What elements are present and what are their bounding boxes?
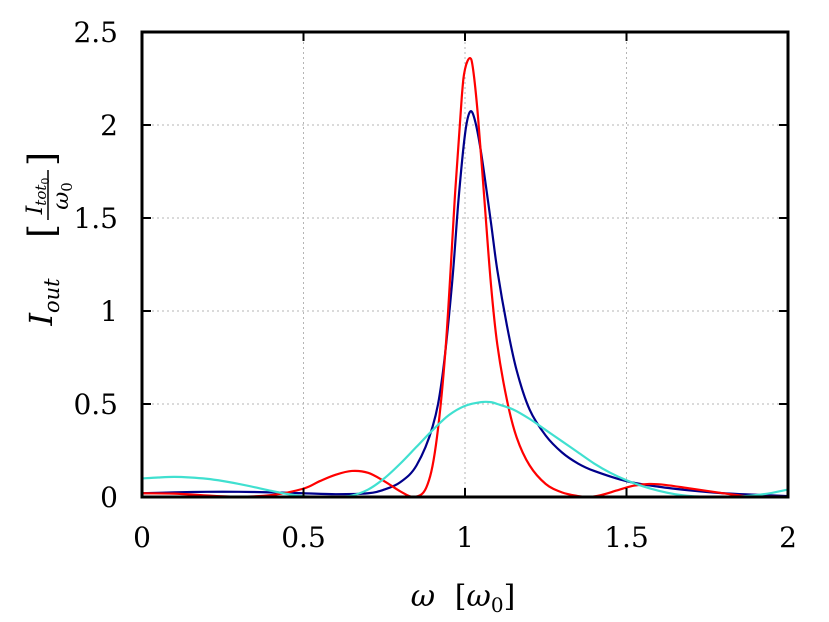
y-tick-label: 1.5 — [73, 202, 118, 235]
series-line-3 — [141, 400, 789, 499]
y-axis-label: Iout [ Itot0 ω0 ] — [22, 152, 76, 327]
x-tick-label: 0.5 — [281, 521, 326, 554]
y-axis-numerator-subsub: 0 — [39, 178, 52, 185]
plot-frame — [140, 30, 790, 499]
y-axis-symbol-sub: out — [40, 278, 64, 313]
y-axis-numerator: I — [23, 204, 48, 215]
x-axis-unit-sub: 0 — [491, 593, 504, 617]
series-layer — [141, 56, 789, 499]
series-line-1 — [141, 110, 789, 498]
x-tick-label: 1 — [456, 521, 474, 554]
series-line-2 — [141, 56, 789, 499]
svg-text:Itot0: Itot0 — [23, 178, 52, 216]
y-axis-symbol: I — [22, 312, 60, 327]
x-tick-label: 1.5 — [604, 521, 649, 554]
svg-text:[: [ — [22, 224, 63, 238]
x-tick-labels: 0 0.5 1 1.5 2 — [133, 521, 797, 554]
svg-text:ω0: ω0 — [49, 182, 76, 210]
grid — [142, 32, 788, 497]
y-tick-label: 0 — [100, 481, 118, 514]
y-axis-denominator-sub: 0 — [58, 182, 76, 192]
x-axis-symbol: ω — [411, 579, 435, 614]
y-tick-label: 1 — [100, 295, 118, 328]
y-axis-denominator: ω — [49, 192, 74, 210]
y-tick-label: 2.5 — [73, 16, 118, 49]
y-tick-labels: 0 0.5 1 1.5 2 2.5 — [73, 16, 118, 514]
y-tick-label: 2 — [100, 109, 118, 142]
svg-text:]: ] — [22, 152, 63, 166]
y-tick-label: 0.5 — [73, 388, 118, 421]
x-tick-label: 0 — [133, 521, 151, 554]
x-axis-label: ω [ω0] — [411, 579, 516, 617]
x-tick-label: 2 — [779, 521, 797, 554]
x-axis-unit: ω — [466, 579, 490, 614]
y-axis-numerator-sub: tot — [32, 184, 50, 206]
svg-text:Iout: Iout — [22, 278, 64, 327]
